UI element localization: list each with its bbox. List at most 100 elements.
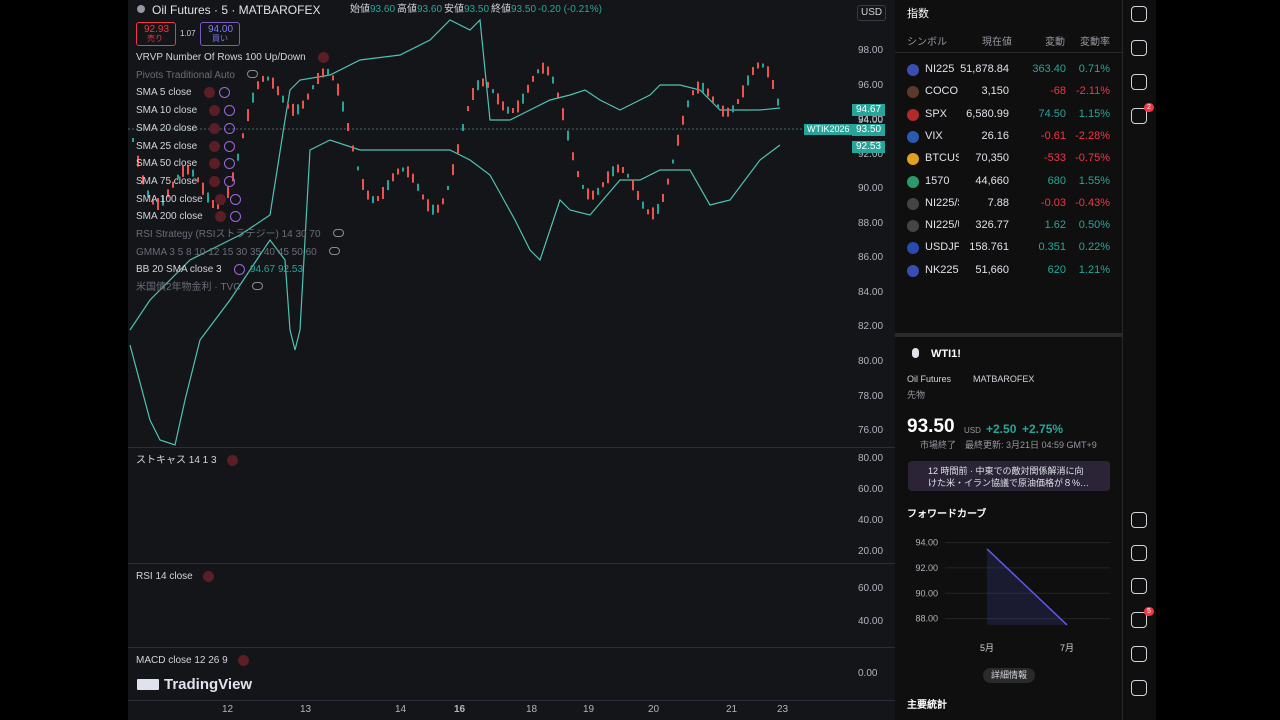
detail-name: Oil Futures xyxy=(907,374,952,384)
price-axis-label: 96.00 xyxy=(858,79,884,91)
candle xyxy=(167,189,169,198)
toolbar-icon[interactable] xyxy=(1131,680,1147,696)
last-updated: 最終更新: 3月21日 04:59 GMT+9 xyxy=(965,440,1097,450)
candle xyxy=(662,193,664,202)
candle xyxy=(212,200,214,209)
column-header: シンボル xyxy=(907,37,947,48)
candle xyxy=(227,186,229,198)
warning-icon xyxy=(209,122,220,134)
curve-line xyxy=(986,548,1068,626)
column-header: 現在値 xyxy=(982,37,1012,48)
candle xyxy=(302,100,304,109)
toolbar-icon[interactable] xyxy=(1131,578,1147,594)
buy-box[interactable] xyxy=(200,22,240,46)
symbol-tag: WTIK2026 xyxy=(804,124,853,135)
candle xyxy=(467,106,469,112)
news-box[interactable] xyxy=(908,461,1110,491)
toolbar-icon[interactable] xyxy=(1131,6,1147,22)
candle xyxy=(457,144,459,154)
price-axis-label: 98.00 xyxy=(858,45,884,56)
watch-symbol[interactable]: SPX xyxy=(925,108,948,120)
sell-box[interactable] xyxy=(136,22,176,46)
ohlc-low: 93.50 xyxy=(464,4,490,15)
watch-change-pct: -2.11% xyxy=(1075,85,1110,98)
candle xyxy=(442,198,444,205)
candle xyxy=(377,195,379,201)
watch-symbol[interactable]: VIX xyxy=(925,130,943,142)
watch-change-pct: 0.50% xyxy=(1078,219,1110,232)
candle xyxy=(387,180,389,191)
watch-price: 326.77 xyxy=(975,219,1009,232)
candle xyxy=(522,93,524,104)
loop-icon xyxy=(224,175,235,187)
candle xyxy=(187,165,189,175)
toolbar-icon[interactable] xyxy=(1131,512,1147,528)
candle xyxy=(577,171,579,178)
indicator-label: BB 20 SMA close 3 xyxy=(136,264,222,276)
watch-symbol[interactable]: NK225 xyxy=(925,264,959,276)
candle xyxy=(742,85,744,98)
watch-symbol[interactable]: USDJPY xyxy=(925,242,959,254)
candle xyxy=(292,103,294,116)
watch-symbol[interactable]: COCO xyxy=(925,86,958,98)
watch-price: 70,350 xyxy=(975,152,1009,165)
candle xyxy=(412,173,414,183)
toolbar-icon[interactable] xyxy=(1131,646,1147,662)
price-level: 94.00 xyxy=(858,115,884,126)
candle xyxy=(192,169,194,177)
pane-axis-label: 60.00 xyxy=(858,484,884,495)
candle xyxy=(717,104,719,109)
watch-symbol[interactable]: 1570 xyxy=(925,175,950,187)
candle xyxy=(132,138,134,142)
key-stats-title: 主要統計 xyxy=(907,700,947,711)
candle xyxy=(267,76,269,81)
toolbar-icon[interactable] xyxy=(1131,40,1147,56)
candle xyxy=(687,100,689,108)
candle xyxy=(382,186,384,199)
candle xyxy=(162,195,164,206)
watch-symbol[interactable]: NI225/U xyxy=(925,220,959,232)
candle xyxy=(552,76,554,84)
warning-icon xyxy=(238,655,249,666)
candle xyxy=(557,92,559,98)
candle xyxy=(352,145,354,152)
candle xyxy=(432,204,434,215)
indicator-label: SMA 75 close xyxy=(136,175,198,187)
market-status: 市場終了 xyxy=(920,440,957,450)
date-axis-label: 19 xyxy=(583,704,595,715)
toolbar-icon[interactable] xyxy=(1131,74,1147,90)
candle xyxy=(147,190,149,198)
candle xyxy=(287,103,289,109)
date-axis-separator xyxy=(128,700,895,701)
currency-button[interactable]: USD xyxy=(857,5,887,21)
pane-axis-label: 0.00 xyxy=(858,668,878,679)
candle xyxy=(402,167,404,172)
symbol-icon xyxy=(907,108,919,121)
candle xyxy=(667,178,669,185)
watch-price: 3,150 xyxy=(981,85,1009,98)
toolbar-icon[interactable] xyxy=(1131,612,1147,628)
ohlc-open-label: 始値 xyxy=(350,4,370,15)
watch-symbol[interactable]: NI225 xyxy=(925,64,955,75)
indicator-label: 米国債2年物金利 · TVC xyxy=(136,282,241,294)
ohlc-close-label: 終値 xyxy=(491,4,511,15)
candle xyxy=(237,153,239,161)
symbol-icon xyxy=(907,220,919,233)
watchlist-title[interactable]: 指数 xyxy=(907,8,929,20)
toolbar-icon[interactable] xyxy=(1131,545,1147,561)
details-button[interactable]: 詳細情報 xyxy=(983,668,1036,683)
candle xyxy=(772,79,774,89)
pane-label: MACD close 12 26 9 xyxy=(136,655,228,666)
toolbar-icon[interactable] xyxy=(1131,108,1147,124)
candle xyxy=(707,88,709,97)
symbol-icon xyxy=(907,264,919,277)
loop-icon xyxy=(230,211,241,223)
price-axis-label: 84.00 xyxy=(858,286,884,298)
watch-symbol[interactable]: NI225/S xyxy=(925,197,959,209)
symbol-icon xyxy=(907,86,919,99)
candle xyxy=(337,83,339,96)
indicator-label: SMA 50 close xyxy=(136,158,198,170)
watch-symbol[interactable]: BTCUSD xyxy=(925,153,959,165)
date-axis-label: 21 xyxy=(726,704,738,715)
